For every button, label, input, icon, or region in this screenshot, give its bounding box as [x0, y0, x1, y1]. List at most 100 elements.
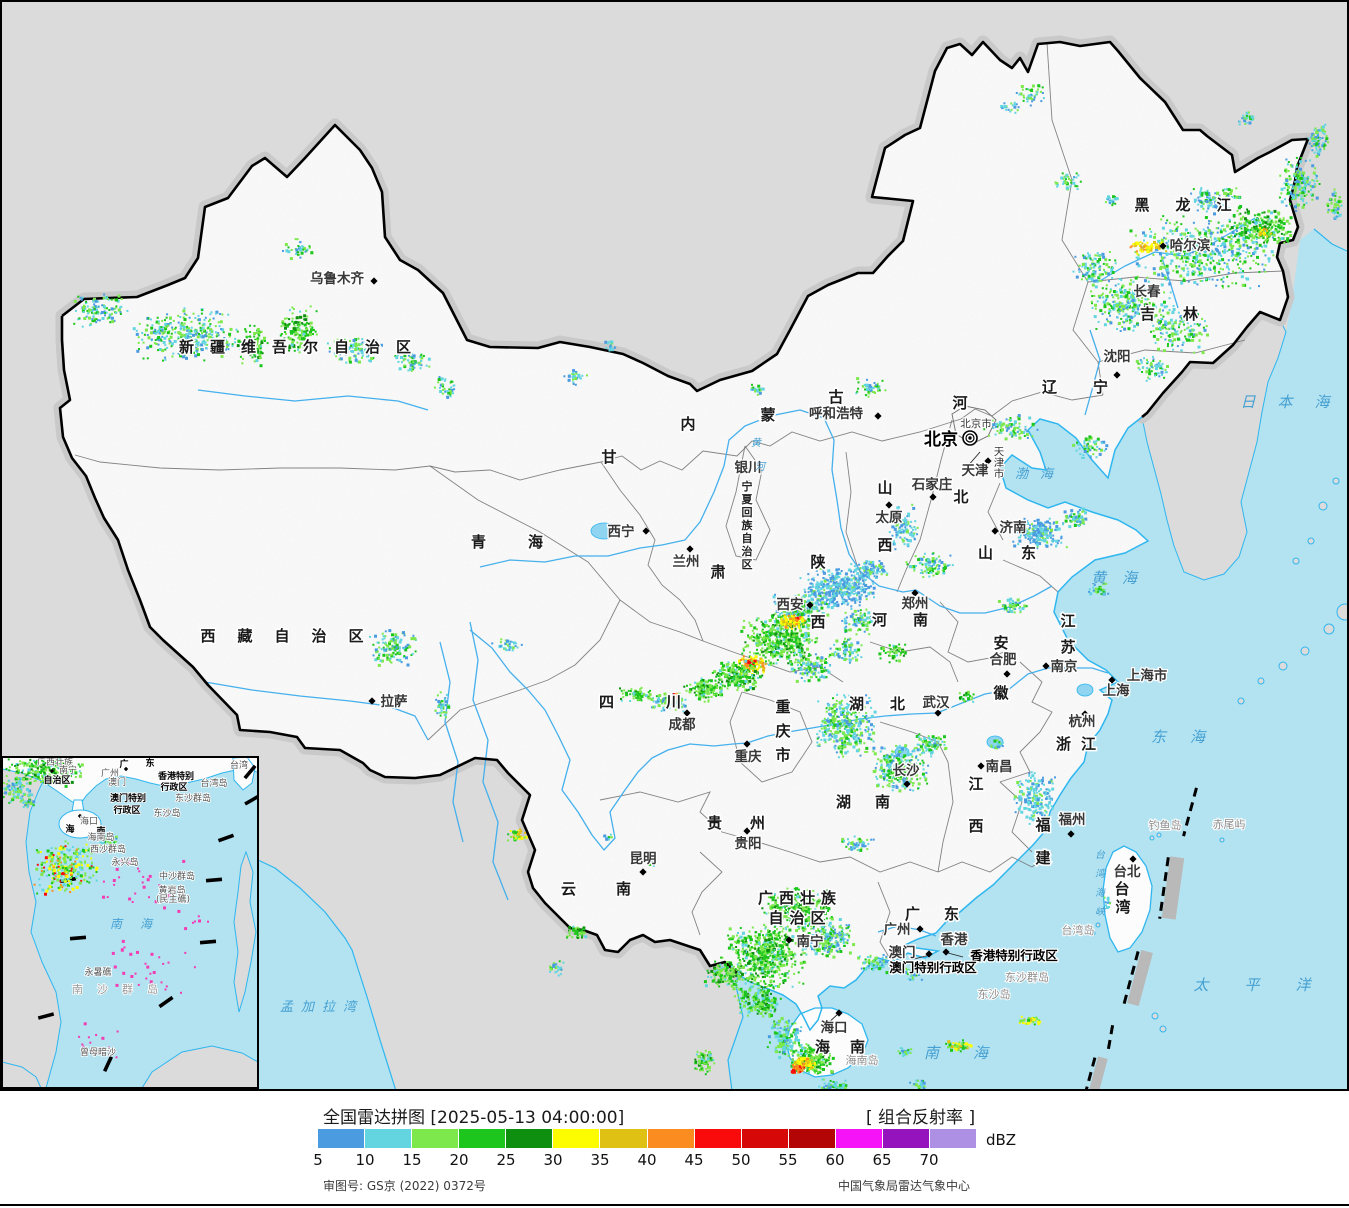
map-label: 苏 [1060, 638, 1075, 656]
radar-echo-cluster [878, 643, 907, 664]
map-label: 日本海 [1240, 393, 1349, 411]
map-label: 四川 [599, 693, 733, 711]
city-label: 北京 [924, 429, 958, 450]
city-marker-icon [911, 589, 919, 597]
radar-echo-cluster [651, 692, 687, 713]
province-boundary [999, 781, 1033, 853]
city-marker-icon [1042, 662, 1050, 670]
city-marker-icon [934, 709, 942, 717]
map-label: 山东 [978, 544, 1064, 562]
city-marker-icon [806, 601, 814, 609]
small-island [1323, 623, 1335, 635]
inset-island-mark [115, 867, 119, 871]
russia-coastline [1313, 228, 1349, 253]
map-label: 东沙岛 [978, 987, 1011, 1001]
river [1084, 329, 1101, 416]
map-label: 澳门特别 [110, 792, 146, 804]
map-label: 海南岛 [846, 1053, 879, 1067]
scale-tick-label: 65 [872, 1151, 892, 1169]
scale-color-cell [741, 1129, 788, 1148]
scale-color-cell [835, 1129, 882, 1148]
city-marker-icon [743, 740, 751, 748]
inset-island-mark [164, 988, 167, 991]
map-label: 南宁 [59, 764, 77, 776]
map-label: 海南岛 [87, 831, 114, 843]
radar-echo-cluster [683, 677, 726, 703]
map-label: 台湾岛 [1062, 923, 1095, 937]
nine-dash-segment [199, 939, 217, 945]
nine-dash-segment [217, 833, 235, 843]
map-label: 东沙岛 [153, 807, 180, 819]
radar-echo-cluster [549, 960, 565, 977]
radar-echo-cluster [983, 414, 1039, 441]
inset-island-mark [194, 920, 196, 923]
city-marker-icon [1129, 855, 1137, 863]
inset-island-mark [89, 1041, 92, 1044]
city-marker-icon [743, 827, 751, 835]
city-marker-icon [642, 527, 650, 535]
nine-dash-segment [158, 995, 174, 1009]
scale-color-cell [318, 1129, 365, 1148]
province-boundary [619, 599, 704, 642]
radar-echo-cluster [799, 567, 876, 610]
radar-echo-cluster [958, 690, 975, 703]
city-marker-icon [1003, 670, 1011, 678]
scale-color-cell [553, 1129, 600, 1148]
radar-echo-cluster [1186, 187, 1243, 216]
inset-island-mark [128, 860, 132, 864]
province-boundary [1019, 661, 1053, 733]
map-label: 贵州 [707, 814, 793, 832]
nine-dash-segment [69, 935, 87, 941]
inset-landmass [2, 757, 62, 1088]
radar-echo-cluster [1063, 507, 1088, 529]
inset-island-mark [193, 966, 196, 969]
inset-island-mark [144, 962, 147, 965]
inset-island-mark [136, 950, 139, 954]
city-label: 拉萨 [381, 693, 408, 710]
radar-echo-cluster [394, 353, 431, 372]
city-marker-icon [991, 527, 999, 535]
national-border-southwest [58, 316, 739, 975]
river [469, 621, 509, 901]
map-label: 吉林 [1140, 305, 1226, 323]
map-label: 西 [968, 817, 983, 835]
radar-echo-cluster [850, 560, 889, 582]
scale-color-cell [459, 1129, 506, 1148]
scale-color-cell [365, 1129, 412, 1148]
inset-island-mark [167, 961, 170, 964]
map-label: 海口 [80, 815, 98, 827]
inset-island-mark [192, 921, 194, 924]
map-label: 赤尾屿 [1213, 818, 1246, 831]
map-label: 东 [145, 757, 154, 769]
map-label: 澳门 [108, 776, 126, 788]
province-boundary [600, 418, 962, 471]
inset-island-mark [128, 897, 132, 901]
scale-tick-label: 15 [402, 1151, 422, 1169]
map-label: 永暑礁 [84, 966, 111, 978]
city-label: 台北 [1114, 863, 1142, 880]
map-label: 肃 [710, 563, 725, 581]
inset-island-mark [113, 965, 117, 969]
city-label: 银川 [735, 459, 762, 476]
inset-island-mark [138, 870, 141, 873]
radar-echo-cluster [841, 835, 875, 852]
small-island [1307, 537, 1315, 545]
inset-island-mark [134, 892, 137, 895]
radar-echo-cluster [1326, 188, 1343, 220]
city-label: 长沙 [893, 762, 921, 779]
city-label: 乌鲁木齐 [310, 270, 364, 287]
map-label: 东沙群岛 [1005, 970, 1049, 984]
inset-island-mark [95, 1034, 98, 1036]
small-island [1278, 661, 1288, 671]
city-label: 天津 [962, 462, 990, 479]
inset-island-mark [184, 927, 188, 931]
boundary-gray-bar [1088, 1056, 1108, 1091]
radar-echo-cluster [563, 369, 588, 386]
china-radar-map: 乌鲁木齐 拉萨 西宁 兰州 银川 呼和浩特 北京 天津 石家庄 太原 沈阳 长春 哈尔滨 西安 郑州 济南 合肥… [0, 0, 1349, 1091]
inset-island-mark [131, 901, 134, 903]
radar-echo-cluster [750, 383, 765, 396]
province-boundary [74, 454, 602, 481]
radar-echo-cluster [1129, 240, 1168, 255]
inset-island-mark [113, 1049, 116, 1052]
